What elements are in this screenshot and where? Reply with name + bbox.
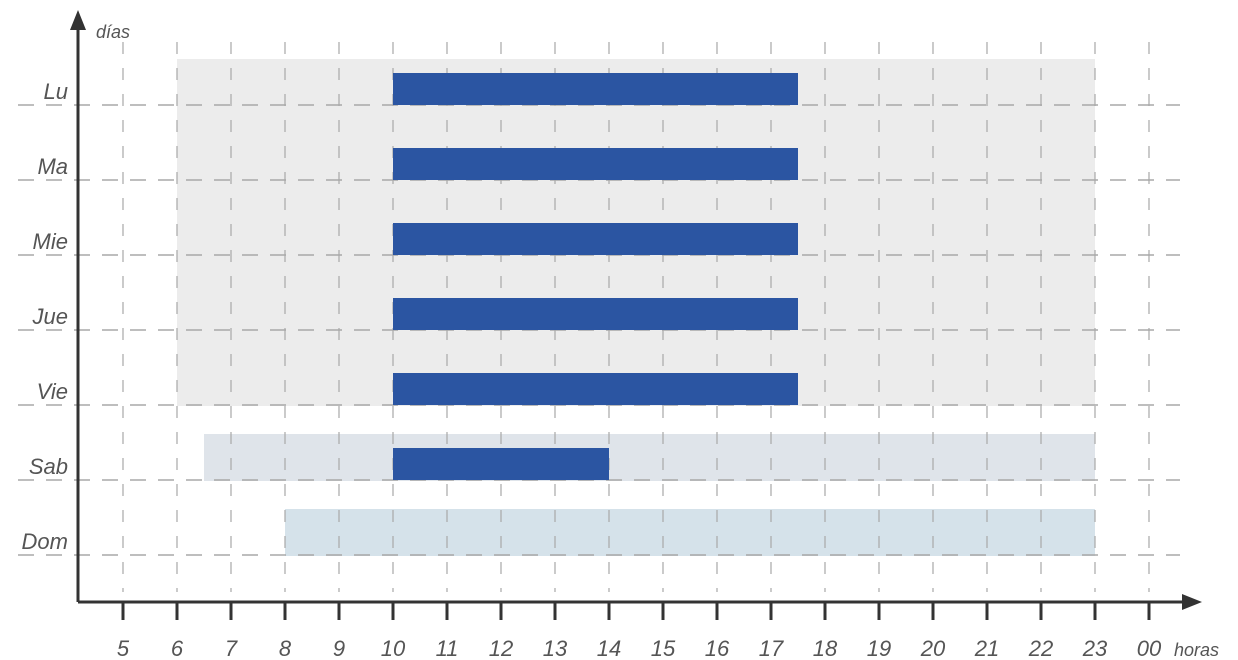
day-label-lu: Lu	[44, 79, 68, 104]
bar-jue	[393, 298, 798, 330]
x-tick-label: 19	[867, 636, 891, 660]
x-tick-label: 8	[279, 636, 292, 660]
x-tick-label: 5	[117, 636, 130, 660]
bar-sab	[393, 448, 609, 480]
x-tick-label: 9	[333, 636, 345, 660]
x-tick-label: 22	[1028, 636, 1053, 660]
x-tick-label: 10	[381, 636, 406, 660]
bar-lu	[393, 73, 798, 105]
day-label-sab: Sab	[29, 454, 68, 479]
x-tick-label: 00	[1137, 636, 1162, 660]
availability-bands	[177, 59, 1095, 556]
x-tick-label: 20	[920, 636, 946, 660]
x-tick-label: 23	[1082, 636, 1108, 660]
x-tick-label: 21	[974, 636, 999, 660]
day-label-dom: Dom	[22, 529, 68, 554]
bar-ma	[393, 148, 798, 180]
day-label-mie: Mie	[33, 229, 68, 254]
day-label-jue: Jue	[32, 304, 68, 329]
x-tick-label: 12	[489, 636, 513, 660]
y-axis-arrow	[70, 10, 86, 30]
x-tick-label: 14	[597, 636, 621, 660]
x-tick-label: 13	[543, 636, 568, 660]
x-axis-arrow	[1182, 594, 1202, 610]
x-tick-label: 16	[705, 636, 730, 660]
schedule-bars	[393, 73, 798, 480]
bar-vie	[393, 373, 798, 405]
band-dom	[285, 509, 1095, 556]
day-label-ma: Ma	[37, 154, 68, 179]
x-axis-title: horas	[1174, 640, 1219, 660]
labels: días horas Lu Ma Mie Jue Vie Sab Dom	[22, 22, 1219, 660]
day-label-vie: Vie	[37, 379, 68, 404]
x-tick-label: 15	[651, 636, 676, 660]
x-tick-label: 6	[171, 636, 184, 660]
y-axis-title: días	[96, 22, 130, 42]
x-tick-label: 11	[436, 636, 459, 660]
x-tick-label: 17	[759, 636, 784, 660]
band-sab	[204, 434, 1095, 481]
bar-mie	[393, 223, 798, 255]
x-ticks: 5 6 7 8 9 10 11 12 13 14 15 16 17 18 19 20 21 22 23 00	[117, 603, 1162, 660]
axes	[70, 10, 1202, 610]
x-tick-label: 18	[813, 636, 838, 660]
x-tick-label: 7	[225, 636, 238, 660]
